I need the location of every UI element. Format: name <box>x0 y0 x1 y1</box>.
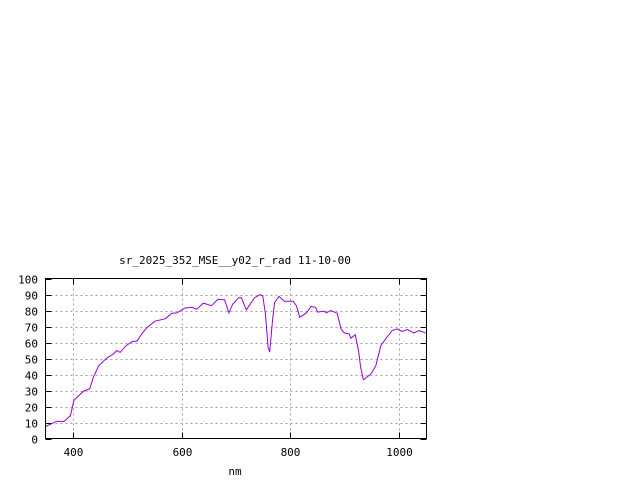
y-tick-label: 50 <box>25 354 38 367</box>
y-tick-label: 100 <box>18 274 38 287</box>
y-tick-label: 90 <box>25 290 38 303</box>
y-tick-label: 60 <box>25 338 38 351</box>
ticks <box>45 278 427 440</box>
chart-title: sr_2025_352_MSE__y02_r_rad 11-10-00 <box>119 254 351 267</box>
x-tick-label: 600 <box>173 446 193 459</box>
y-tick-label: 70 <box>25 322 38 335</box>
y-tick-label: 20 <box>25 402 38 415</box>
x-tick-label: 400 <box>64 446 84 459</box>
y-tick-label: 80 <box>25 306 38 319</box>
x-tick-label: 1000 <box>386 446 413 459</box>
y-tick-label: 10 <box>25 418 38 431</box>
grid <box>45 278 427 439</box>
series-line <box>45 294 426 427</box>
y-tick-label: 40 <box>25 370 38 383</box>
plot-border <box>45 278 427 439</box>
x-tick-label: 800 <box>281 446 301 459</box>
x-axis-label: nm <box>228 465 242 478</box>
y-tick-label: 30 <box>25 386 38 399</box>
tick-labels: 0 10 20 30 40 50 60 70 80 90 100 400 600 800 1000 <box>18 274 413 460</box>
y-tick-label: 0 <box>31 434 38 447</box>
